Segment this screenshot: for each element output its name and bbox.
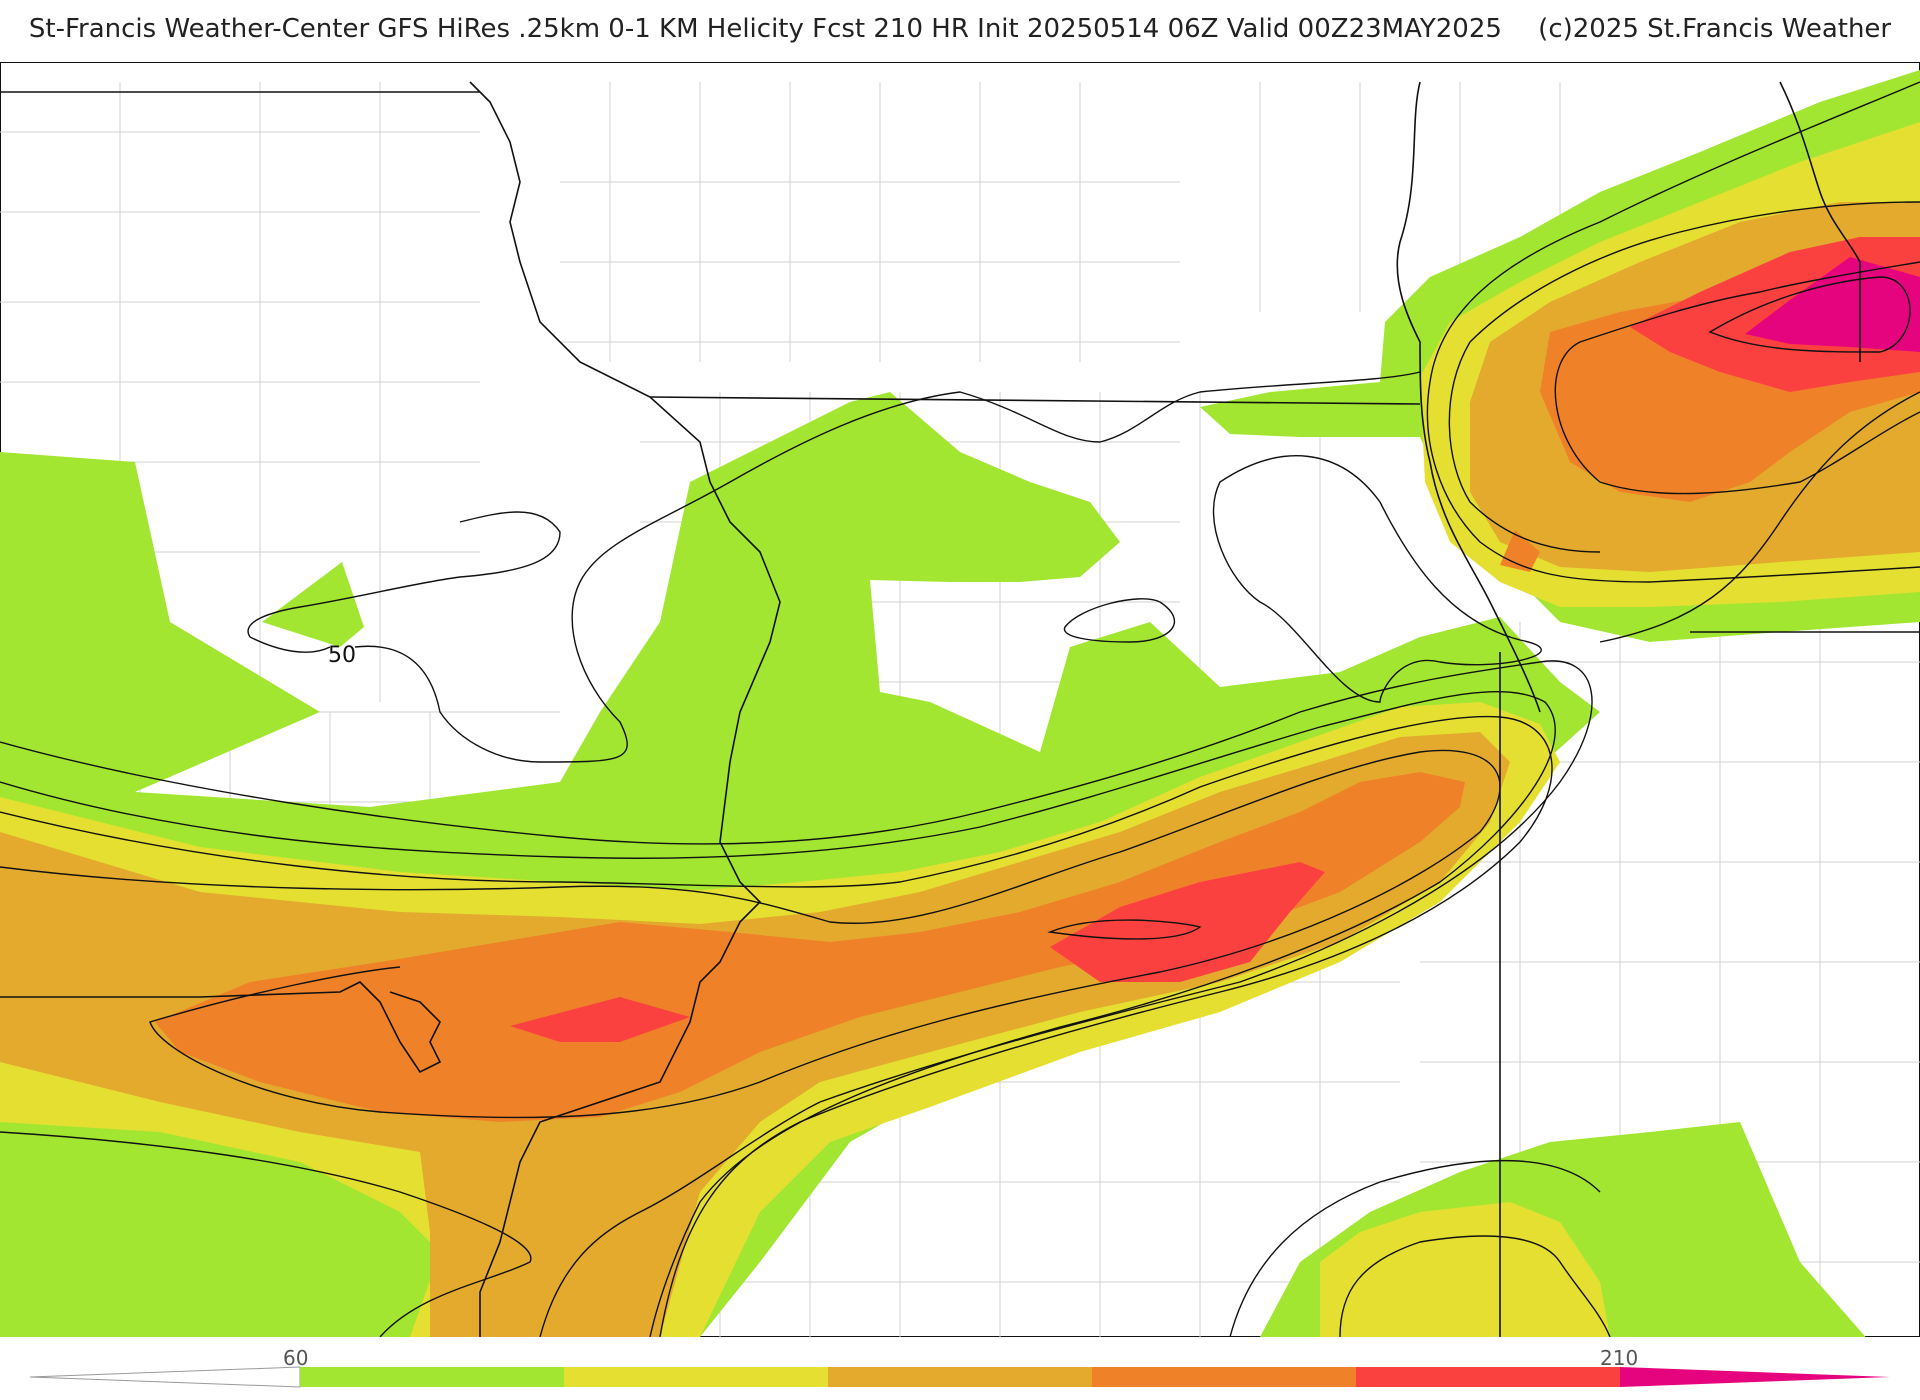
helicity-fill-bands [0, 70, 1920, 1337]
band-180-south-a [510, 997, 690, 1042]
legend-tick-left: 60 [283, 1346, 309, 1370]
legend-swatch-120 [828, 1367, 1092, 1387]
band-90-southeast [1320, 1202, 1610, 1337]
legend-swatch-180 [1356, 1367, 1620, 1387]
legend-high-triangle [1620, 1367, 1890, 1387]
contour-label-50: 50 [328, 643, 356, 668]
legend-swatch-150 [1092, 1367, 1356, 1387]
title-text: St-Francis Weather-Center GFS HiRes .25k… [28, 14, 1502, 44]
legend-swatch-60 [300, 1367, 564, 1387]
helicity-contours [0, 81, 1920, 1337]
legend-tick-right: 210 [1600, 1346, 1639, 1370]
band-180-south-b [1050, 862, 1325, 982]
map-title: St-Francis Weather-Center GFS HiRes .25k… [0, 14, 1920, 44]
color-legend [29, 1366, 1890, 1388]
band-150-south [155, 772, 1465, 1122]
band-150-northeast-small [1500, 530, 1540, 572]
legend-low-triangle [29, 1366, 301, 1388]
state-boundaries [0, 81, 1920, 1337]
credit-text: (c)2025 St.Francis Weather [1538, 14, 1892, 44]
legend-swatch-90 [564, 1367, 828, 1387]
helicity-map: 50 [0, 62, 1920, 1337]
band-210-northeast [1745, 257, 1920, 352]
